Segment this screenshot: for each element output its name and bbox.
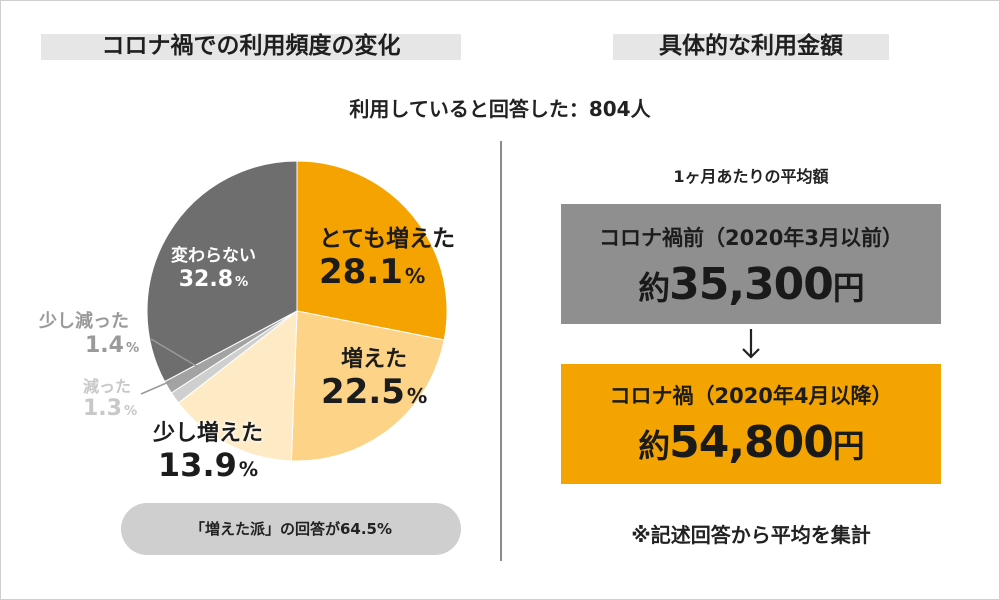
label-decreased-value: 1.3% — [83, 396, 138, 421]
before-label: コロナ禍前（2020年3月以前） — [598, 226, 904, 250]
label-decreased-name: 減った — [83, 377, 132, 396]
monthly-average-label: 1ヶ月あたりの平均額 — [673, 167, 829, 186]
left-title: コロナ禍での利用頻度の変化 — [101, 33, 401, 59]
label-slightly-increased-value: 13.9% — [157, 446, 259, 484]
column-divider — [500, 141, 502, 561]
label-slightly-decreased-value: 1.4% — [85, 333, 140, 358]
label-unchanged: 変わらない 32.8% — [171, 241, 256, 297]
before-amount-box: コロナ禍前（2020年3月以前） 約35,300円 — [561, 204, 941, 324]
slice-very-increased — [296, 160, 448, 341]
after-amount-box: コロナ禍（2020年4月以降） 約54,800円 — [561, 364, 941, 484]
label-slightly-decreased-name: 少し減った — [39, 311, 129, 332]
right-title: 具体的な利用金額 — [659, 33, 843, 59]
down-arrow-icon — [742, 329, 760, 359]
label-decreased: 減った 1.3% — [83, 373, 137, 424]
after-amount: 約54,800円 — [638, 417, 864, 468]
respondent-count: 利用していると回答した：804人 — [349, 97, 651, 121]
label-very-increased-value: 28.1% — [319, 252, 426, 292]
after-label: コロナ禍（2020年4月以降） — [609, 384, 893, 408]
label-increased: 増えた 22.5% — [321, 341, 427, 415]
summary-pill: 「増えた派」の回答が64.5% — [121, 503, 461, 555]
label-increased-value: 22.5% — [321, 372, 428, 412]
leader-decreased — [140, 380, 172, 395]
label-slightly-decreased: 少し減った 1.4% — [39, 307, 139, 362]
label-very-increased: とても増えた 28.1% — [319, 219, 455, 295]
leader-slightly-decreased — [150, 338, 199, 368]
right-title-band — [613, 34, 889, 60]
label-unchanged-value: 32.8% — [178, 267, 249, 292]
footnote: ※記述回答から平均を集計 — [631, 523, 871, 547]
slice-increased — [290, 310, 445, 462]
before-amount: 約35,300円 — [638, 259, 864, 310]
label-slightly-increased: 少し増えた 13.9% — [153, 415, 263, 488]
label-increased-name: 増えた — [341, 347, 408, 372]
label-slightly-increased-name: 少し増えた — [153, 421, 264, 446]
left-title-band — [41, 34, 461, 60]
slice-unchanged — [146, 160, 298, 383]
label-unchanged-name: 変わらない — [171, 246, 256, 266]
label-very-increased-name: とても増えた — [319, 226, 456, 252]
slice-slightly-increased — [177, 309, 298, 462]
